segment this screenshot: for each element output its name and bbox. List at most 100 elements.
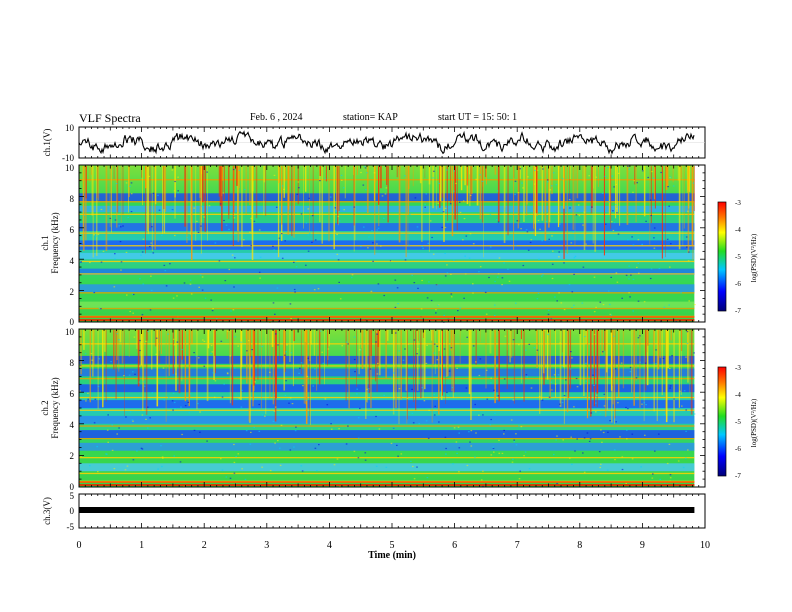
spectral-speckle <box>158 209 161 211</box>
sferic-streak <box>237 166 240 242</box>
sferic-streak <box>645 330 647 356</box>
spectral-speckle <box>115 183 118 185</box>
spectral-speckle <box>120 226 122 228</box>
spectral-speckle <box>432 177 434 179</box>
spectral-speckle <box>417 287 419 289</box>
spectral-speckle <box>663 306 666 308</box>
ch2-colorbar-scale <box>717 366 727 477</box>
sferic-streak <box>520 330 522 384</box>
spectral-speckle <box>443 314 445 317</box>
sferic-streak <box>158 330 160 351</box>
ch2-cb-tick-neg7: -7 <box>735 472 741 480</box>
spectral-speckle <box>558 251 560 253</box>
spectral-speckle <box>521 396 524 399</box>
spectral-speckle <box>416 226 419 228</box>
spectral-speckle <box>686 246 688 248</box>
spectral-speckle <box>89 465 91 467</box>
ch2-cb-tick-neg6: -6 <box>735 445 741 453</box>
spectral-speckle <box>607 239 610 241</box>
sferic-streak <box>489 330 492 354</box>
ch1-ytick-top: 10 <box>65 123 75 133</box>
spectral-speckle <box>539 228 541 230</box>
sferic-streak <box>459 330 461 364</box>
sferic-streak <box>163 166 165 209</box>
spectral-speckle <box>371 230 373 232</box>
spectral-speckle <box>360 171 362 174</box>
spectral-speckle <box>472 243 475 245</box>
spectral-speckle <box>546 210 549 212</box>
spectral-speckle <box>151 226 153 228</box>
spectral-speckle <box>143 385 146 387</box>
spectral-speckle <box>364 167 367 169</box>
sferic-streak <box>438 330 440 352</box>
spectral-speckle <box>326 404 329 406</box>
spectral-speckle <box>490 377 492 379</box>
frequency-line <box>79 201 695 203</box>
sferic-streak <box>559 330 562 407</box>
frequency-line <box>79 213 695 215</box>
spectral-speckle <box>426 344 428 346</box>
frequency-band <box>79 284 695 293</box>
spectral-speckle <box>373 172 376 174</box>
spectral-speckle <box>341 345 343 347</box>
spectral-speckle <box>517 192 520 194</box>
spectral-speckle <box>392 427 395 429</box>
sferic-streak <box>219 166 222 207</box>
ch2-freq-tick-8: 8 <box>70 358 75 368</box>
spectral-speckle <box>383 294 385 297</box>
spectral-speckle <box>571 307 573 309</box>
spectral-speckle <box>398 388 401 390</box>
spectral-speckle <box>269 469 272 472</box>
sferic-streak <box>228 166 230 215</box>
spectral-speckle <box>206 171 208 173</box>
spectral-speckle <box>421 387 424 389</box>
sferic-streak <box>557 166 560 228</box>
sferic-streak <box>517 166 519 229</box>
spectral-speckle <box>547 313 550 315</box>
sferic-streak <box>120 166 122 223</box>
spectral-speckle <box>336 233 338 236</box>
spectral-speckle <box>444 252 446 254</box>
sferic-streak <box>583 330 585 397</box>
spectral-speckle <box>353 358 356 361</box>
spectral-speckle <box>376 333 378 335</box>
spectral-speckle <box>554 296 556 298</box>
spectral-speckle <box>556 482 558 485</box>
spectral-speckle <box>429 220 432 222</box>
sferic-streak <box>207 330 210 349</box>
sferic-streak <box>253 330 256 386</box>
spectral-speckle <box>193 352 195 354</box>
spectral-speckle <box>234 257 236 259</box>
spectral-speckle <box>479 358 482 360</box>
spectral-speckle <box>492 446 495 448</box>
spectral-speckle <box>118 427 120 429</box>
ch1-spectrogram-panel: 10 8 6 4 2 0 ch.1 Frequency (kHz) <box>40 163 706 327</box>
sferic-streak <box>283 166 285 198</box>
spectral-speckle <box>311 215 314 217</box>
sferic-streak <box>128 166 130 197</box>
spectral-speckle <box>669 477 672 479</box>
sferic-streak <box>201 166 203 175</box>
spectral-speckle <box>111 449 114 451</box>
sferic-streak <box>206 330 209 402</box>
frequency-line <box>79 472 695 475</box>
sferic-streak <box>559 166 561 224</box>
ch1-cb-tick-neg4: -4 <box>735 226 741 234</box>
spectral-speckle <box>586 432 589 434</box>
spectral-speckle <box>169 263 171 265</box>
spectral-speckle <box>464 255 466 257</box>
spectral-speckle <box>563 262 565 264</box>
spectral-speckle <box>503 378 506 380</box>
sferic-streak <box>466 166 468 201</box>
sferic-streak <box>162 166 163 234</box>
spectral-speckle <box>171 209 174 211</box>
spectral-speckle <box>253 426 255 428</box>
spectral-speckle <box>563 309 566 311</box>
spectral-speckle <box>669 367 671 370</box>
spectral-speckle <box>228 268 231 271</box>
spectral-speckle <box>436 345 439 347</box>
spectral-speckle <box>595 411 597 413</box>
spectral-speckle <box>669 266 671 268</box>
spectral-speckle <box>233 461 236 463</box>
spectral-speckle <box>238 397 241 399</box>
